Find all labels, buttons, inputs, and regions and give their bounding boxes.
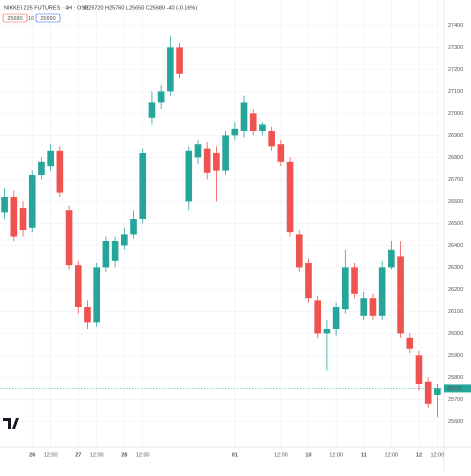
- candle-body: [295, 234, 303, 268]
- candle-body: [231, 128, 239, 136]
- y-tick-label: 27400: [448, 23, 463, 29]
- y-tick-label: 26200: [448, 287, 463, 293]
- candle-body: [259, 124, 266, 131]
- candle-body: [111, 241, 119, 261]
- candle-body: [268, 131, 275, 147]
- candle-body: [10, 197, 18, 237]
- candle-body: [65, 210, 73, 266]
- y-tick-label: 27100: [448, 89, 463, 95]
- sell-price: 25680: [7, 16, 22, 22]
- x-tick-label: 12:00: [136, 452, 150, 458]
- y-tick-label: 26000: [448, 331, 463, 337]
- candle-body: [314, 300, 322, 334]
- candle-body: [28, 175, 36, 228]
- grid: [0, 0, 444, 447]
- candle-body: [286, 161, 294, 233]
- x-tick-label: 11: [361, 452, 367, 458]
- candle-body: [176, 47, 183, 74]
- y-tick-label: 26600: [448, 199, 463, 205]
- candle-body: [424, 381, 432, 404]
- candle-body: [203, 148, 211, 173]
- candle-body: [148, 102, 156, 118]
- y-tick-label: 27000: [448, 111, 463, 117]
- candle-body: [341, 267, 349, 310]
- x-tick-label: 28: [121, 452, 127, 458]
- candle-body: [1, 197, 8, 213]
- x-tick-label: 12:00: [329, 452, 343, 458]
- candle-body: [415, 355, 423, 384]
- candle-body: [249, 113, 257, 131]
- candle-body: [360, 298, 368, 316]
- x-tick-label: 10: [305, 452, 311, 458]
- candle-body: [194, 144, 202, 158]
- x-tick-label: 12:00: [44, 452, 58, 458]
- candle-body: [240, 102, 248, 131]
- candle-body: [185, 150, 193, 202]
- candle-body: [38, 161, 45, 175]
- y-tick-label: 26700: [448, 177, 463, 183]
- candle-body: [102, 241, 110, 268]
- candle-body: [378, 267, 386, 316]
- x-tick-label: 26: [29, 452, 35, 458]
- candle-body: [388, 249, 395, 268]
- candle-body: [406, 337, 414, 349]
- candle-body: [120, 234, 128, 246]
- buy-button[interactable]: [35, 13, 61, 23]
- x-tick-label: 12: [416, 452, 422, 458]
- candle-body: [47, 150, 54, 167]
- candle-body: [323, 329, 331, 334]
- y-tick-label: 26500: [448, 221, 463, 227]
- x-tick-label: 12:00: [90, 452, 104, 458]
- y-tick-label: 26100: [448, 309, 463, 315]
- x-tick-label: 12:00: [274, 452, 288, 458]
- candle-body: [56, 150, 64, 193]
- x-tick-label: 12:00: [431, 452, 445, 458]
- x-tick-label: 27: [75, 452, 81, 458]
- candle-body: [157, 91, 165, 103]
- candle-body: [130, 219, 137, 235]
- candle-body: [332, 307, 340, 329]
- sell-button[interactable]: [2, 13, 28, 23]
- candle-body: [277, 144, 285, 162]
- candle-body: [19, 208, 27, 230]
- y-tick-label: 27200: [448, 67, 463, 73]
- candle-body: [351, 267, 358, 294]
- candle-body: [84, 307, 91, 323]
- spread: 10: [28, 16, 34, 22]
- y-tick-label: 25800: [448, 375, 463, 381]
- candle-body: [139, 153, 147, 219]
- x-tick-label: 12:00: [384, 452, 398, 458]
- y-tick-label: 26900: [448, 133, 463, 139]
- candle-body: [434, 388, 441, 395]
- candles: [1, 36, 441, 417]
- ohlc-readout: O25720 H25760 L25650 C25680 -40 (-0.16%): [84, 5, 197, 11]
- candle-body: [369, 298, 377, 316]
- y-tick-label: 26800: [448, 155, 463, 161]
- candle-body: [305, 263, 312, 299]
- y-tick-label: 26300: [448, 265, 463, 271]
- y-tick-label: 27300: [448, 45, 463, 51]
- y-tick-label: 25900: [448, 353, 463, 359]
- candle-body: [74, 265, 82, 307]
- y-tick-label: 25600: [448, 419, 463, 425]
- buy-price: 25690: [40, 16, 55, 22]
- tradingview-logo: [3, 418, 19, 429]
- x-tick-label: 01: [232, 452, 238, 458]
- candle-body: [213, 153, 220, 171]
- y-tick-label: 26400: [448, 243, 463, 249]
- last-price-badge: [444, 384, 471, 393]
- y-tick-label: 25700: [448, 397, 463, 403]
- axes: 25600 25700 25800 25900 26000 26100 26200 26300…: [0, 23, 471, 458]
- chart-title: NIKKEI 225 FUTURES · 4H · OSE: [4, 5, 89, 11]
- candle-body: [93, 267, 101, 323]
- candle-body: [222, 135, 229, 171]
- candle-body: [167, 47, 174, 92]
- candle-body: [397, 256, 404, 334]
- last-price-label: 25750: [447, 386, 462, 392]
